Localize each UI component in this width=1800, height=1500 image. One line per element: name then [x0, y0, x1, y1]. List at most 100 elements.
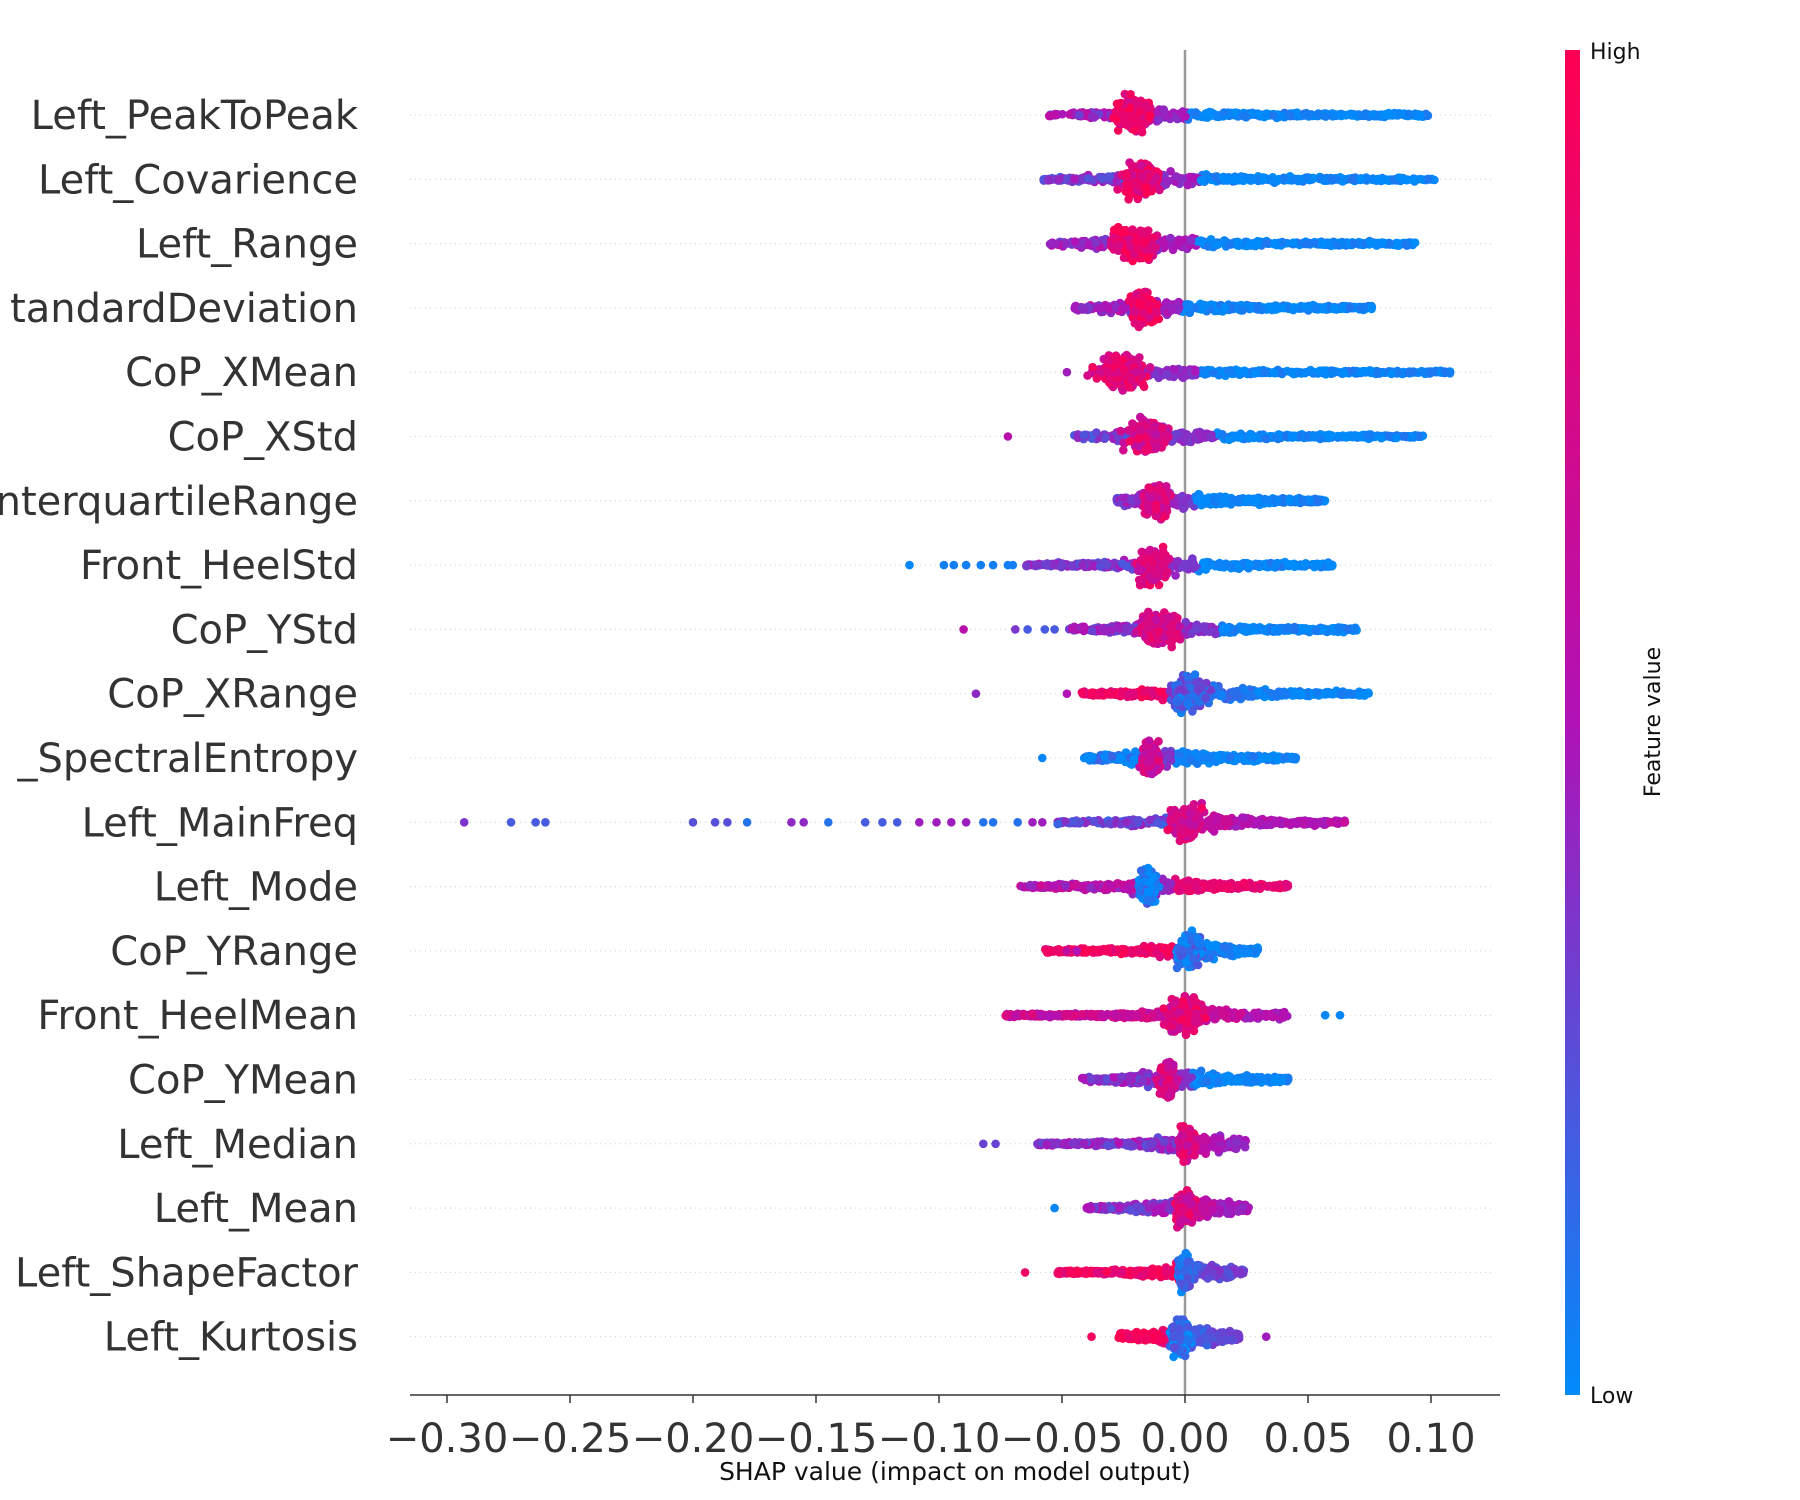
shap-point [1387, 369, 1396, 379]
shap-point [1116, 426, 1125, 436]
shap-point [1122, 170, 1131, 180]
shap-point [1144, 483, 1153, 492]
shap-point [1119, 493, 1128, 503]
shap-point [1194, 428, 1204, 438]
shap-point [1185, 172, 1194, 182]
shap-point [1218, 173, 1228, 182]
shap-point [1267, 176, 1277, 186]
shap-point [1200, 369, 1209, 379]
shap-point [1260, 367, 1269, 377]
shap-point [1311, 561, 1321, 571]
shap-point [1143, 253, 1153, 263]
shap-point [1141, 183, 1151, 192]
shap-point [1079, 304, 1089, 314]
shap-point [1119, 445, 1128, 455]
shap-point [1157, 487, 1166, 496]
shap-point [1319, 175, 1329, 184]
shap-point [1098, 174, 1107, 183]
shap-point [1143, 445, 1153, 454]
shap-point [1152, 505, 1161, 514]
shap-point [1161, 112, 1170, 121]
shap-point [1245, 240, 1254, 250]
shap-point [1151, 444, 1160, 454]
shap-point [1155, 185, 1164, 195]
shap-point [1329, 303, 1339, 313]
shap-point [1380, 110, 1389, 119]
shap-point [1223, 366, 1233, 376]
shap-point [1049, 560, 1058, 569]
shap-point [1189, 109, 1199, 118]
shap-point [1201, 565, 1211, 574]
shap-point [1144, 300, 1153, 309]
shap-point [1114, 240, 1124, 250]
shap-point [1182, 430, 1191, 439]
shap-point [1151, 430, 1160, 439]
shap-point [1403, 175, 1412, 185]
shap-point [1236, 306, 1246, 315]
shap-point [1313, 496, 1323, 506]
shap-point [1154, 115, 1163, 125]
shap-point [1163, 176, 1172, 186]
shap-point [1356, 174, 1365, 183]
shap-point [1079, 430, 1089, 440]
shap-point [1145, 111, 1155, 120]
shap-point [1239, 176, 1248, 186]
shap-point [1183, 180, 1193, 190]
shap-point [1205, 432, 1215, 441]
shap-point [1158, 238, 1168, 247]
shap-point [1139, 309, 1148, 318]
shap-point [1338, 304, 1347, 314]
shap-point [1158, 423, 1167, 433]
shap-point [1406, 367, 1415, 377]
shap-point [1289, 305, 1298, 315]
shap-point [1261, 434, 1270, 444]
shap-point [1269, 367, 1279, 377]
shap-point [1062, 367, 1072, 377]
shap-point [1221, 498, 1231, 508]
shap-point [1003, 432, 1013, 441]
shap-point [1105, 172, 1115, 181]
shap-point [1224, 435, 1234, 445]
shap-point [1043, 176, 1053, 185]
shap-point [1159, 105, 1168, 114]
shap-point [1050, 110, 1059, 119]
shap-point [1271, 433, 1280, 442]
shap-point [1095, 562, 1105, 571]
shap-point [1057, 562, 1066, 572]
shap-point [1339, 368, 1349, 378]
shap-point [1142, 501, 1152, 511]
shap-point [1279, 174, 1289, 183]
shap-point [1151, 307, 1161, 317]
shap-point [1302, 173, 1312, 182]
shap-point [1301, 559, 1310, 568]
shap-point [1214, 559, 1224, 569]
shap-point [1125, 104, 1135, 113]
shap-point [1392, 433, 1401, 443]
shap-point [1095, 304, 1105, 313]
shap-point [1318, 239, 1328, 248]
shap-point [1192, 496, 1202, 506]
shap-point [1058, 109, 1067, 119]
shap-point [1273, 495, 1283, 505]
shap-point [1136, 106, 1145, 116]
shap-point [1367, 303, 1376, 312]
shap-point [1134, 299, 1144, 309]
shap-point [1137, 127, 1147, 137]
shap-point [1070, 237, 1080, 246]
shap-point [1075, 110, 1084, 120]
shap-point [1088, 362, 1097, 372]
shap-point [1427, 367, 1437, 377]
shap-point [1278, 237, 1287, 247]
shap-point [1373, 367, 1383, 377]
shap-point [1113, 185, 1122, 194]
shap-point [1126, 242, 1135, 251]
shap-point [1283, 366, 1292, 376]
shap-point [1329, 368, 1339, 377]
shap-point [1134, 434, 1144, 444]
shap-point [1142, 103, 1152, 113]
shap-point [1089, 113, 1099, 122]
shap-point [1117, 228, 1126, 237]
shap-point [1149, 244, 1158, 254]
shap-point [1065, 110, 1074, 119]
shap-point [1062, 174, 1072, 183]
